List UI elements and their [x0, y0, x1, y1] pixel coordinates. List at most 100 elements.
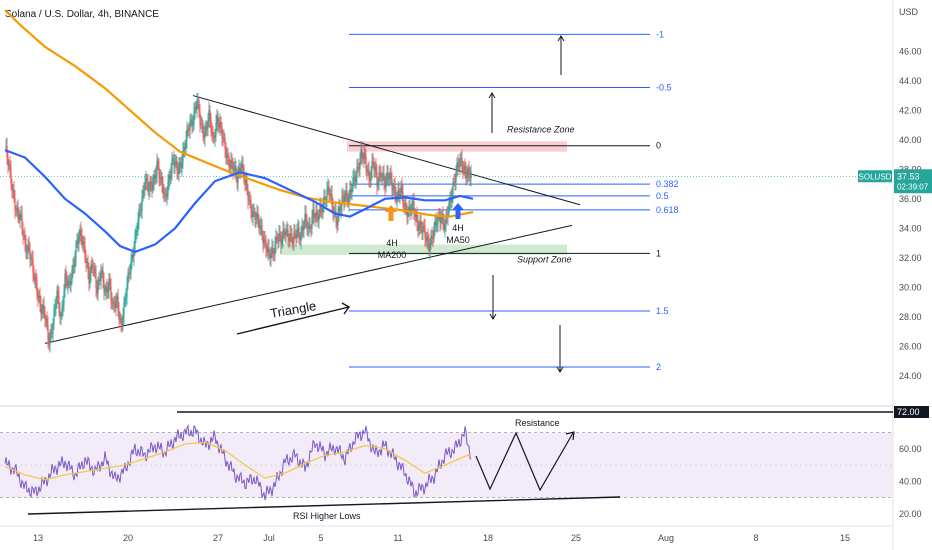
candle	[127, 268, 129, 290]
candle	[350, 181, 352, 200]
candle	[23, 230, 25, 240]
candle	[18, 206, 20, 224]
candle	[147, 174, 149, 196]
candle	[275, 228, 277, 253]
candle	[444, 219, 446, 238]
candle	[24, 226, 26, 252]
candle	[41, 303, 43, 320]
price-tick-label: 30.00	[899, 282, 922, 292]
candle	[81, 227, 83, 249]
candle	[348, 190, 350, 212]
candle	[265, 235, 267, 259]
candle	[232, 157, 234, 180]
candle	[195, 100, 197, 114]
price-badge	[894, 169, 932, 194]
candle	[382, 166, 384, 182]
candle	[192, 115, 194, 133]
candle	[36, 273, 38, 301]
candle	[343, 190, 345, 211]
rsi-zigzag-projection	[475, 431, 575, 492]
rsi-tick-label: 60.00	[899, 444, 922, 454]
candle	[190, 113, 192, 128]
candle	[13, 181, 15, 203]
rsi-resistance-label: Resistance	[515, 418, 560, 428]
candle	[201, 116, 203, 134]
candle	[369, 172, 371, 189]
candle	[140, 201, 142, 218]
candle	[100, 264, 102, 290]
candle	[386, 165, 388, 187]
candle	[460, 151, 462, 167]
candle	[356, 159, 358, 185]
rsi-higher-lows-line	[27, 496, 621, 515]
candle	[371, 153, 373, 180]
candle	[454, 173, 456, 191]
candle	[99, 270, 101, 286]
candle	[455, 164, 457, 191]
candle	[354, 169, 356, 189]
candle	[365, 149, 367, 176]
candle	[363, 147, 365, 168]
price-badge-value: 37.53	[897, 171, 920, 181]
candle	[10, 160, 12, 190]
candle	[283, 222, 285, 240]
candle	[271, 238, 273, 259]
candle	[368, 161, 370, 188]
candle	[250, 194, 252, 219]
candle	[12, 183, 14, 199]
candle	[168, 170, 170, 191]
candle	[308, 216, 310, 237]
candle	[57, 283, 59, 305]
candle	[156, 153, 158, 184]
candle	[313, 202, 315, 226]
candle	[457, 153, 459, 176]
candle	[278, 225, 280, 248]
price-tick-label: 36.00	[899, 194, 922, 204]
candle	[76, 233, 78, 249]
candle	[27, 238, 29, 260]
candle	[151, 176, 153, 198]
candle	[51, 323, 53, 339]
candle	[205, 120, 207, 136]
candle	[468, 160, 470, 182]
candle	[104, 284, 106, 296]
candle	[329, 188, 331, 201]
candle	[62, 296, 64, 317]
candle	[464, 158, 466, 179]
candle	[414, 208, 416, 227]
candle	[148, 181, 150, 201]
candle	[120, 313, 122, 332]
candle	[413, 192, 415, 221]
candle	[84, 236, 86, 264]
candle	[272, 240, 274, 262]
candle	[186, 121, 188, 149]
candle	[112, 297, 114, 310]
candle	[39, 287, 41, 312]
ma50-note-line2: MA50	[446, 235, 470, 245]
candle	[71, 264, 73, 286]
price-tick-label: 46.00	[899, 46, 922, 56]
candle	[340, 202, 342, 219]
candle	[372, 152, 374, 169]
candle	[470, 164, 472, 187]
candle	[225, 142, 227, 165]
candle	[145, 170, 147, 191]
symbol-badge-text: SOLUSD	[859, 172, 892, 181]
candle	[318, 209, 320, 229]
candle	[196, 93, 198, 118]
candle	[214, 128, 216, 147]
candle	[119, 311, 121, 324]
candle	[258, 214, 260, 234]
price-tick-label: 24.00	[899, 371, 922, 381]
candle	[336, 215, 338, 234]
time-tick-label: 20	[123, 533, 133, 543]
candle	[44, 306, 46, 328]
fib-level-label: 0.5	[656, 191, 669, 201]
time-tick-label: Jul	[263, 533, 275, 543]
candle	[123, 296, 125, 326]
candle	[417, 214, 419, 239]
candle	[98, 272, 100, 290]
candle	[203, 125, 205, 144]
triangle-label: Triangle	[269, 298, 317, 321]
candle	[280, 230, 282, 254]
